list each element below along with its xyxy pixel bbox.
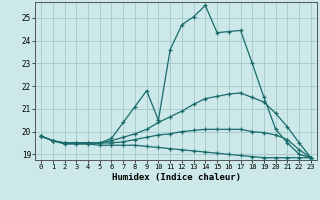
X-axis label: Humidex (Indice chaleur): Humidex (Indice chaleur): [111, 173, 241, 182]
